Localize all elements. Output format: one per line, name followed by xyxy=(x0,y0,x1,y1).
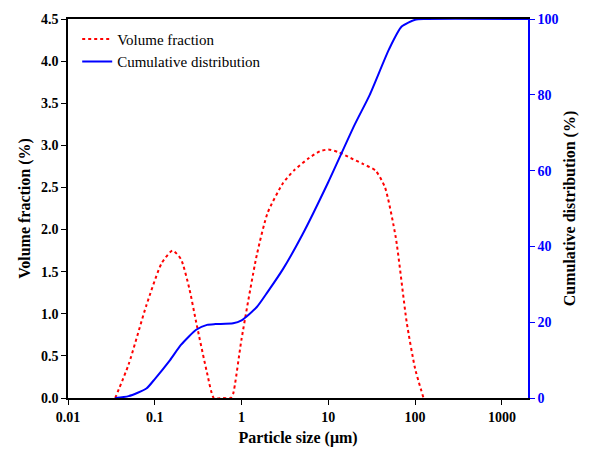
svg-text:0: 0 xyxy=(538,391,545,406)
svg-text:100: 100 xyxy=(405,410,426,425)
svg-text:0.1: 0.1 xyxy=(146,410,164,425)
svg-text:Cumulative distribution (%): Cumulative distribution (%) xyxy=(561,111,579,307)
svg-text:Volume fraction: Volume fraction xyxy=(117,32,214,48)
svg-text:Particle size (μm): Particle size (μm) xyxy=(238,429,357,447)
svg-text:80: 80 xyxy=(538,88,552,103)
svg-text:3.0: 3.0 xyxy=(41,138,59,153)
svg-text:Cumulative distribution: Cumulative distribution xyxy=(117,54,260,70)
svg-text:0.01: 0.01 xyxy=(56,410,81,425)
svg-text:60: 60 xyxy=(538,164,552,179)
svg-text:3.5: 3.5 xyxy=(41,96,59,111)
svg-text:20: 20 xyxy=(538,315,552,330)
svg-text:1.5: 1.5 xyxy=(41,265,59,280)
svg-text:1: 1 xyxy=(238,410,245,425)
svg-text:2.5: 2.5 xyxy=(41,180,59,195)
svg-text:40: 40 xyxy=(538,239,552,254)
svg-text:4.0: 4.0 xyxy=(41,54,59,69)
svg-text:100: 100 xyxy=(538,12,559,27)
svg-text:1000: 1000 xyxy=(488,410,516,425)
svg-text:10: 10 xyxy=(321,410,335,425)
svg-text:2.0: 2.0 xyxy=(41,222,59,237)
svg-text:0.0: 0.0 xyxy=(41,391,59,406)
svg-text:1.0: 1.0 xyxy=(41,307,59,322)
svg-text:0.5: 0.5 xyxy=(41,349,59,364)
svg-text:4.5: 4.5 xyxy=(41,12,59,27)
svg-text:Volume fraction (%): Volume fraction (%) xyxy=(16,138,34,279)
